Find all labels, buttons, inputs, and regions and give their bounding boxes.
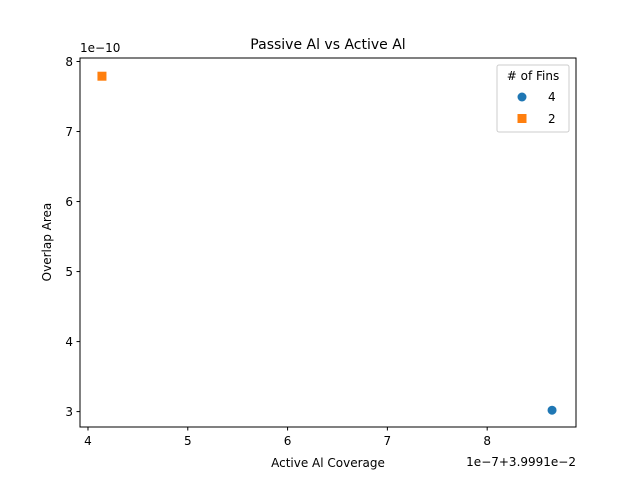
legend-marker-2 [517,114,527,123]
y-tick-label: 3 [65,405,73,419]
y-axis-ticks: 3 4 5 6 7 8 [65,55,80,419]
y-tick-label: 5 [65,265,73,279]
x-tick-label: 6 [284,434,292,448]
x-tick-label: 7 [384,434,392,448]
y-axis-label: Overlap Area [40,203,54,282]
legend: # of Fins 4 2 [496,64,570,133]
data-markers [97,71,557,415]
y-tick-label: 6 [65,195,73,209]
legend-marker-4 [517,92,527,102]
x-tick-label: 8 [483,434,491,448]
legend-label-2: 2 [548,112,556,126]
legend-box [496,64,570,133]
x-axis-ticks: 4 5 6 7 8 [84,427,491,448]
x-tick-label: 5 [184,434,192,448]
data-point-fins-2 [97,71,107,81]
x-offset-text: 1e−7+3.9991e−2 [466,455,576,469]
y-offset-text: 1e−10 [80,41,120,55]
plot-frame [79,57,577,428]
y-tick-label: 8 [65,55,73,69]
legend-title: # of Fins [507,69,559,83]
y-tick-label: 7 [65,125,73,139]
x-axis-label: Active Al Coverage [271,456,385,470]
data-point-fins-4 [547,405,557,415]
chart-title: Passive Al vs Active Al [250,37,405,53]
y-tick-label: 4 [65,335,73,349]
x-tick-label: 4 [84,434,92,448]
legend-label-4: 4 [548,90,556,104]
